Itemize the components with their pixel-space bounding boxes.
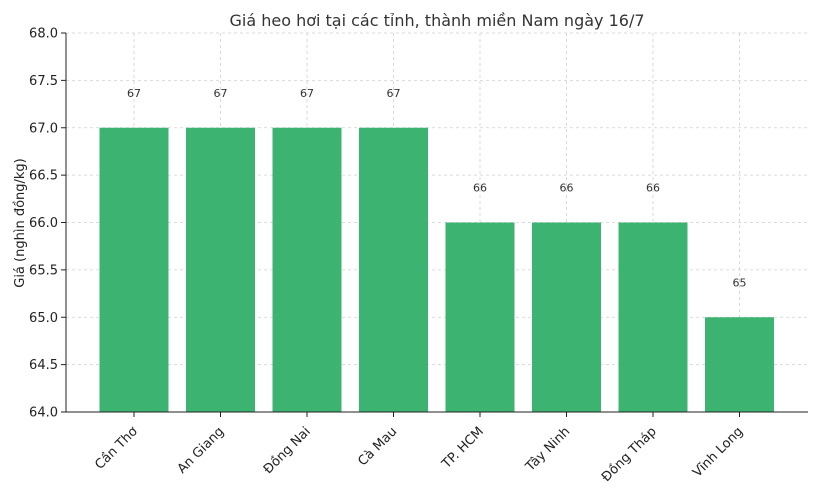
- x-tick-label: Đồng Tháp: [599, 424, 660, 485]
- data-labels: 67 67 67 67 66 66 66 65: [127, 87, 747, 290]
- data-label: 67: [387, 87, 401, 100]
- grid: [66, 32, 808, 413]
- data-label: 66: [473, 182, 487, 195]
- chart-title: Giá heo hơi tại các tỉnh, thành miền Nam…: [229, 11, 644, 30]
- bar: [359, 127, 428, 412]
- x-tick-label: An Giang: [175, 424, 228, 477]
- y-tick-label: 68.0: [29, 27, 58, 42]
- x-tick-label: Cà Mau: [355, 424, 400, 469]
- data-label: 66: [560, 182, 574, 195]
- y-tick-label: 65.0: [29, 311, 58, 326]
- bar: [705, 317, 774, 412]
- bar: [618, 222, 688, 412]
- y-tick-label: 67.5: [29, 74, 58, 89]
- y-tick-label: 66.0: [29, 216, 58, 231]
- bar: [186, 127, 255, 412]
- x-tick-label: TP. HCM: [439, 424, 487, 472]
- y-tick-label: 64.0: [29, 406, 58, 421]
- bar: [445, 222, 515, 412]
- x-tick-label: Vĩnh Long: [690, 424, 746, 480]
- data-label: 65: [733, 276, 747, 289]
- y-tick-label: 65.5: [29, 263, 58, 278]
- y-axis-label: Giá (nghìn đồng/kg): [13, 158, 28, 288]
- bar: [532, 222, 601, 412]
- x-tick-label: Tây Ninh: [522, 424, 573, 475]
- data-label: 67: [127, 87, 141, 100]
- bar: [99, 127, 169, 412]
- bars: [99, 127, 774, 412]
- y-tick-label: 67.0: [29, 121, 58, 136]
- x-tick-label: Cần Thơ: [92, 424, 141, 473]
- data-label: 67: [214, 87, 228, 100]
- x-tick-label: Đồng Nai: [261, 424, 314, 477]
- y-tick-label: 66.5: [29, 169, 58, 184]
- data-label: 66: [646, 182, 660, 195]
- y-tick-label: 64.5: [29, 358, 58, 373]
- bar: [272, 127, 342, 412]
- data-label: 67: [300, 87, 314, 100]
